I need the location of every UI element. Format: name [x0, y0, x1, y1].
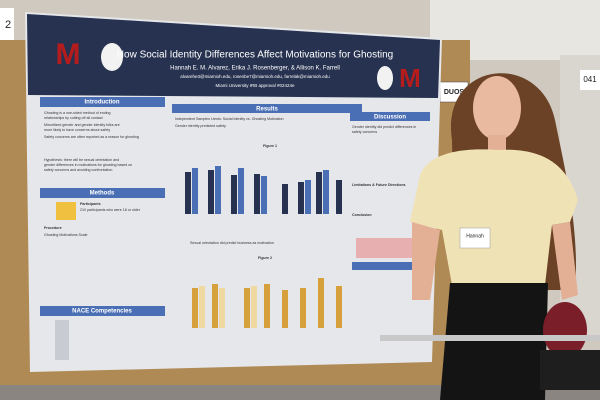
- bar: [215, 166, 221, 214]
- bar: [316, 172, 322, 214]
- section-header: [40, 188, 165, 198]
- bar: [261, 176, 267, 214]
- figure-2: [192, 278, 342, 328]
- sign-left: [0, 8, 14, 43]
- name-tag-text: Hannah: [466, 233, 484, 239]
- chair: [543, 302, 587, 358]
- section-header: [172, 104, 362, 113]
- body-text: gender differences in motivations for gh…: [44, 163, 132, 167]
- bar: [231, 175, 237, 214]
- bar: [282, 184, 288, 214]
- bar: [323, 170, 329, 214]
- body-text: Ghosting is a one-sided method of ending: [44, 111, 111, 115]
- bar: [244, 288, 250, 328]
- arm-right: [552, 222, 578, 300]
- body-text: Ghosting Motivations Scale: [44, 233, 88, 237]
- bar: [251, 286, 257, 328]
- body-text: Conclusion: [352, 213, 372, 217]
- arm-left: [412, 222, 440, 300]
- logo-right: M: [399, 63, 421, 93]
- bar: [254, 174, 260, 214]
- bag: [540, 350, 600, 390]
- poster-title: How Social Identity Differences Affect M…: [117, 50, 393, 61]
- section-header: [352, 262, 422, 270]
- body-text: Minoritized gender and gender identity f…: [44, 123, 120, 127]
- bar: [336, 180, 342, 214]
- illustration-left: [101, 43, 123, 71]
- bar: [264, 284, 270, 328]
- section-title: Methods: [90, 191, 115, 197]
- body-text: safety concerns: [352, 130, 377, 134]
- bar: [199, 286, 205, 328]
- bar: [192, 168, 198, 214]
- body-text: Hypothesis: there will be sexual orienta…: [44, 158, 119, 162]
- railing: [380, 335, 600, 341]
- sweater: [410, 149, 578, 285]
- face: [473, 76, 521, 140]
- body-text: Participants: [80, 202, 101, 206]
- sign-right: [580, 70, 600, 90]
- bar: [219, 288, 225, 328]
- body-text: relationships by cutting off all contact: [44, 116, 103, 120]
- section-title: Results: [256, 107, 278, 113]
- bar: [208, 170, 214, 214]
- bar: [238, 168, 244, 214]
- poster-header: [27, 14, 440, 98]
- body-text: Limitations & Future Directions: [352, 183, 406, 187]
- body-text: Gender identity did predict differences …: [352, 125, 416, 129]
- bar: [300, 288, 306, 328]
- bar: [282, 290, 288, 328]
- bar: [212, 284, 218, 328]
- icons: [55, 320, 69, 360]
- illustration: [56, 202, 76, 220]
- figure-caption: Figure 2: [258, 256, 272, 260]
- poster-affiliation: Miami University IRB approval #02424e: [215, 83, 295, 88]
- section-title: Introduction: [85, 100, 120, 106]
- body-text: Gender identity predicted safety: [175, 124, 226, 128]
- sign-right-text: 041: [583, 75, 597, 84]
- figure-1: [185, 166, 342, 214]
- section-header: [40, 97, 165, 107]
- body-text: more likely to have concerns about safet…: [44, 128, 110, 132]
- sign-left-text: 2: [5, 19, 11, 31]
- name-tag: [459, 227, 491, 249]
- section-header: [350, 112, 430, 121]
- bar: [298, 182, 304, 214]
- bar: [185, 172, 191, 214]
- body-text: safety concerns and avoiding confrontati…: [44, 168, 112, 172]
- poster-authors: Hannah E. M. Alvarez, Erika J. Rosenberg…: [170, 66, 340, 72]
- bar: [318, 278, 324, 328]
- bar: [305, 180, 311, 214]
- body-text: Independent Samples t-tests: Social Iden…: [175, 117, 283, 121]
- figure-caption: Figure 1: [263, 144, 277, 148]
- body-text: Procedure: [44, 226, 62, 230]
- body-text: 210 participants who were 18 or older: [80, 208, 141, 212]
- pants: [440, 283, 548, 400]
- poster-emails: alvarehe3@miamioh.edu, rosenbe7@miamioh.…: [180, 74, 330, 79]
- section-title: NACE Competencies: [72, 309, 132, 315]
- section-title: Discussion: [374, 115, 406, 121]
- bar: [192, 288, 198, 328]
- illustration-right: [377, 66, 393, 90]
- bar: [336, 286, 342, 328]
- booth-sign-text: DUOS: [444, 89, 465, 96]
- body-text: Sexual orientation did predict business …: [190, 241, 274, 245]
- body-text: Safety concerns are often reported as a …: [44, 135, 139, 139]
- logo-left: M: [56, 38, 81, 71]
- section-header: [40, 306, 165, 316]
- illustration: [356, 238, 412, 258]
